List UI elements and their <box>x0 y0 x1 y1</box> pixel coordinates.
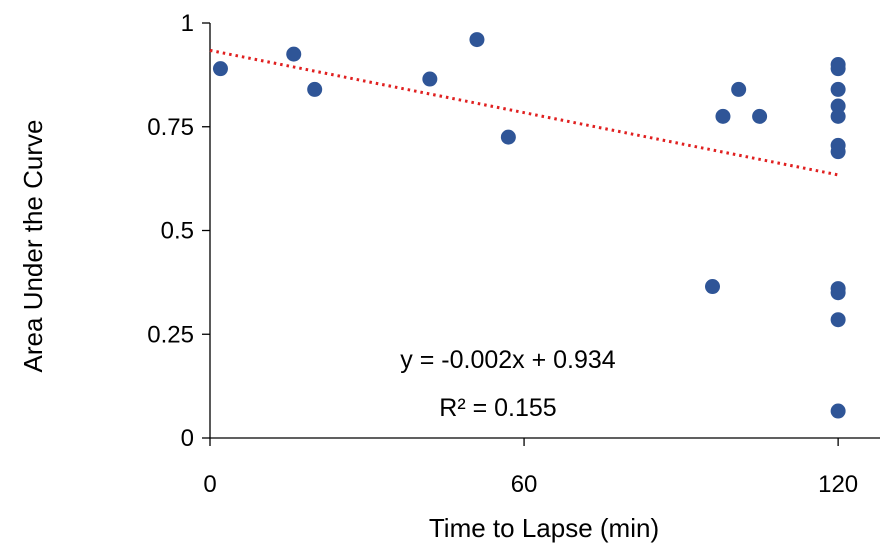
x-tick-label: 0 <box>203 471 216 498</box>
x-tick-label: 60 <box>511 471 538 498</box>
data-point <box>830 108 846 124</box>
data-point <box>830 285 846 301</box>
data-point <box>307 81 323 97</box>
y-tick-label: 1 <box>181 10 194 37</box>
data-point <box>731 81 747 97</box>
data-point <box>500 129 516 145</box>
x-tick-label: 120 <box>818 471 858 498</box>
y-axis-title: Area Under the Curve <box>18 120 48 373</box>
trendline-equation: y = -0.002x + 0.934 <box>400 346 616 374</box>
data-point <box>286 46 302 62</box>
data-point <box>830 403 846 419</box>
x-axis-title: Time to Lapse (min) <box>429 513 659 543</box>
data-points <box>212 32 846 419</box>
data-point <box>830 61 846 77</box>
data-point <box>715 108 731 124</box>
y-tick-label: 0.5 <box>161 218 194 245</box>
data-point <box>830 98 846 114</box>
trendline-r2: R² = 0.155 <box>439 394 556 422</box>
data-point <box>705 279 720 295</box>
y-tick-label: 0.75 <box>147 114 194 141</box>
y-tick-label: 0 <box>181 425 194 452</box>
trendline <box>209 48 839 177</box>
trendline-group <box>209 48 839 177</box>
y-ticks: 0 0.25 0.5 0.75 1 <box>147 10 210 452</box>
data-point <box>212 61 228 77</box>
data-point <box>830 81 846 97</box>
y-tick-label: 0.25 <box>147 321 194 348</box>
data-point <box>469 32 485 48</box>
data-point <box>830 312 846 328</box>
x-ticks: 0 60 120 <box>203 438 858 498</box>
data-point <box>752 108 768 124</box>
data-point <box>422 71 438 87</box>
data-point <box>830 144 846 160</box>
